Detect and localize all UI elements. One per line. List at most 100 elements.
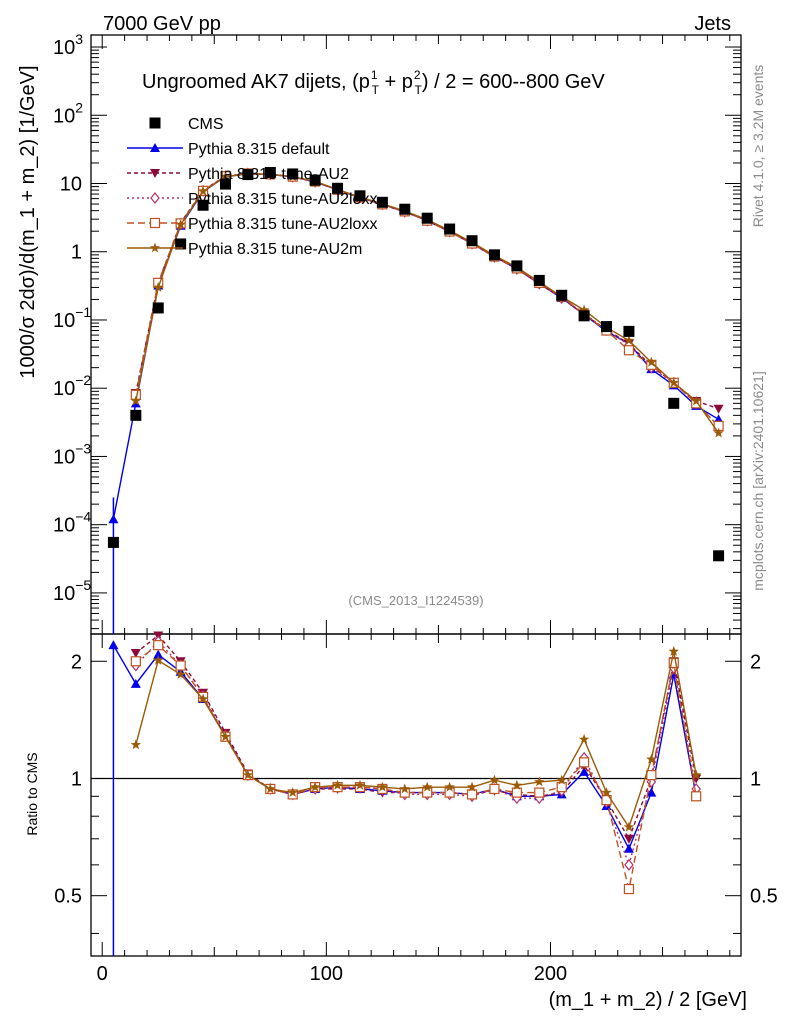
- point-marker: [130, 395, 142, 406]
- point-marker: [646, 753, 657, 764]
- y-tick-label: 10−1: [53, 304, 91, 332]
- point-marker: [265, 783, 276, 794]
- point-marker: [149, 117, 161, 129]
- point-marker: [149, 217, 161, 229]
- point-marker: [556, 782, 567, 793]
- point-marker: [309, 174, 321, 186]
- ratio-line: [135, 634, 697, 841]
- legend-item: Pythia 8.315 tune-AU2loxx: [127, 191, 377, 208]
- point-marker: [399, 203, 411, 215]
- point-marker: [466, 781, 478, 792]
- legend-label: Pythia 8.315 tune-AU2m: [188, 241, 362, 258]
- cms-data-layer: [107, 166, 725, 562]
- legend-item: Pythia 8.315 tune-AU2loxx: [127, 216, 377, 233]
- point-marker: [579, 766, 590, 776]
- point-marker: [287, 787, 298, 797]
- point-marker: [624, 858, 634, 871]
- y-axis-label: 1000/σ 2dσ)/d(m_1 + m_2) [1/GeV]: [17, 65, 39, 378]
- point-marker: [220, 171, 231, 182]
- ratio-tick-label-left: 0.5: [54, 886, 82, 908]
- point-marker: [646, 787, 657, 797]
- point-marker: [175, 669, 186, 679]
- point-marker: [422, 787, 433, 798]
- point-marker: [489, 783, 500, 795]
- legend-label: CMS: [188, 116, 224, 133]
- point-marker: [623, 345, 635, 356]
- side-label-mcplots: mcplots.cern.ch [arXiv:2401.10621]: [750, 371, 766, 590]
- ratio-tick-label-right: 2: [750, 651, 761, 673]
- point-marker: [623, 821, 635, 832]
- y-tick-label: 10−5: [53, 577, 91, 605]
- point-marker: [130, 656, 141, 667]
- point-marker: [242, 769, 254, 780]
- point-marker: [422, 781, 433, 792]
- point-marker: [219, 178, 231, 190]
- series-0: [108, 168, 724, 853]
- point-marker: [466, 789, 478, 800]
- point-marker: [623, 843, 634, 853]
- ratio-tick-label-right: 1: [750, 768, 761, 790]
- point-marker: [421, 212, 433, 224]
- legend-label: Pythia 8.315 tune-AU2loxx: [188, 191, 377, 208]
- point-marker: [646, 356, 657, 367]
- point-marker: [713, 404, 724, 414]
- legend-item: Pythia 8.315 default: [127, 141, 330, 158]
- point-marker: [623, 834, 634, 844]
- point-marker: [488, 249, 500, 261]
- point-marker: [153, 654, 164, 665]
- point-marker: [444, 787, 455, 798]
- y-tick-label: 10−4: [53, 509, 91, 537]
- point-marker: [309, 781, 321, 792]
- point-marker: [601, 787, 612, 797]
- point-marker: [534, 787, 545, 798]
- ratio-line: [112, 644, 697, 851]
- y-tick-label: 10: [60, 173, 82, 195]
- side-label-rivet: Rivet 4.1.0, ≥ 3.2M events: [750, 65, 766, 228]
- point-marker: [511, 787, 522, 798]
- point-marker: [332, 182, 344, 194]
- point-marker: [150, 143, 160, 152]
- point-marker: [556, 774, 567, 785]
- point-marker: [175, 238, 187, 250]
- point-marker: [399, 783, 410, 794]
- point-marker: [691, 791, 702, 802]
- point-marker: [691, 774, 702, 784]
- point-marker: [444, 223, 456, 235]
- point-marker: [623, 325, 635, 337]
- legend-label: Pythia 8.315 tune-AU2loxx: [188, 216, 377, 233]
- analysis-id: (CMS_2013_I1224539): [348, 593, 483, 608]
- point-marker: [150, 192, 160, 204]
- point-marker: [668, 657, 679, 669]
- point-marker: [107, 536, 119, 548]
- point-marker: [511, 779, 523, 790]
- point-marker: [444, 781, 455, 792]
- point-marker: [713, 550, 725, 562]
- ratio-y-axis-label: Ratio to CMS: [24, 752, 40, 835]
- point-marker: [556, 289, 568, 301]
- point-marker: [377, 781, 388, 792]
- point-marker: [130, 409, 142, 421]
- point-marker: [623, 335, 635, 345]
- point-marker: [153, 281, 164, 292]
- point-marker: [197, 185, 209, 196]
- point-marker: [690, 395, 702, 406]
- point-marker: [668, 377, 679, 388]
- legend-label: Pythia 8.315 tune-AU2: [188, 166, 349, 183]
- header-left: 7000 GeV pp: [103, 13, 221, 35]
- y-tick-label: 103: [53, 31, 83, 59]
- series-2: [131, 167, 724, 871]
- point-marker: [153, 640, 164, 651]
- point-marker: [150, 169, 160, 178]
- point-marker: [152, 302, 164, 314]
- point-marker: [220, 731, 231, 742]
- point-marker: [713, 427, 724, 438]
- point-marker: [175, 219, 186, 229]
- y-tick-label: 10−2: [53, 372, 91, 400]
- point-marker: [242, 169, 254, 181]
- point-marker: [354, 190, 366, 202]
- point-marker: [149, 242, 161, 253]
- point-marker: [646, 770, 657, 781]
- point-marker: [264, 166, 276, 178]
- ratio-tick-label-left: 2: [71, 651, 82, 673]
